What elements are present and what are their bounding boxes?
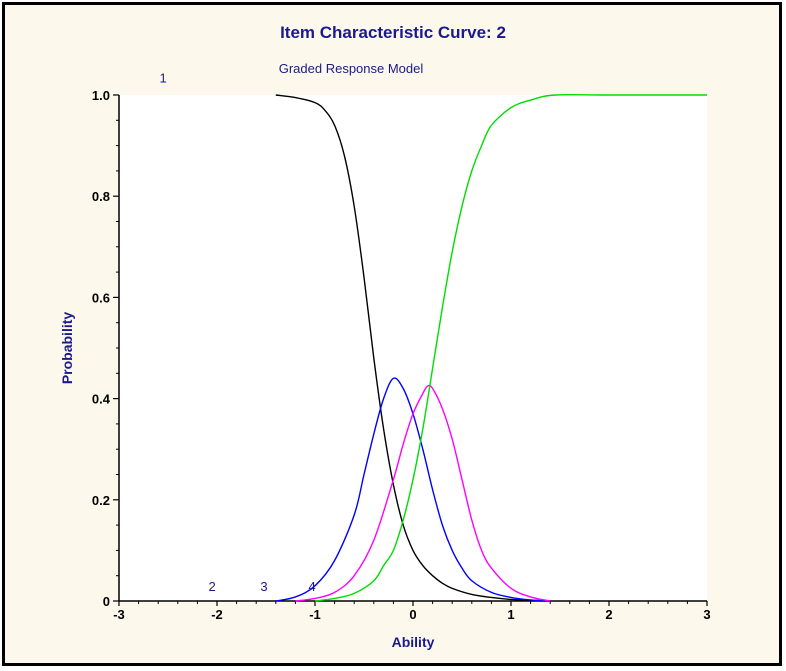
curve-labels: 1 2 3 4: [159, 70, 315, 594]
y-tick-label: 0: [103, 594, 110, 609]
y-tick-label: 0.8: [92, 189, 110, 204]
curve-4: [314, 93, 707, 602]
x-tick-label: 3: [703, 607, 710, 622]
curve-label-2: 2: [208, 579, 215, 594]
curve-label-4: 4: [308, 579, 315, 594]
chart-title: Item Characteristic Curve: 2: [280, 23, 506, 42]
x-tick-label: 2: [605, 607, 612, 622]
axes: -3 -2 -1 0 1 2 3 0 0.2 0.4 0.6 0.8 1.0: [92, 88, 711, 622]
x-tick-label: 0: [409, 607, 416, 622]
x-tick-label: -3: [113, 607, 125, 622]
y-axis-label: Probability: [59, 312, 75, 385]
curve-label-1: 1: [159, 70, 166, 85]
y-tick-label: 0.6: [92, 290, 110, 305]
x-axis-label: Ability: [392, 634, 435, 650]
x-tick-label: 1: [507, 607, 514, 622]
x-tick-label: -2: [211, 607, 223, 622]
x-tick-label: -1: [309, 607, 321, 622]
chart-subtitle: Graded Response Model: [279, 61, 424, 76]
plot-area: [119, 95, 707, 601]
y-tick-label: 0.2: [92, 493, 110, 508]
y-tick-label: 0.4: [92, 392, 111, 407]
curves: [275, 93, 707, 602]
curve-label-3: 3: [260, 579, 267, 594]
curve-1: [275, 94, 551, 602]
y-tick-label: 1.0: [92, 88, 110, 103]
